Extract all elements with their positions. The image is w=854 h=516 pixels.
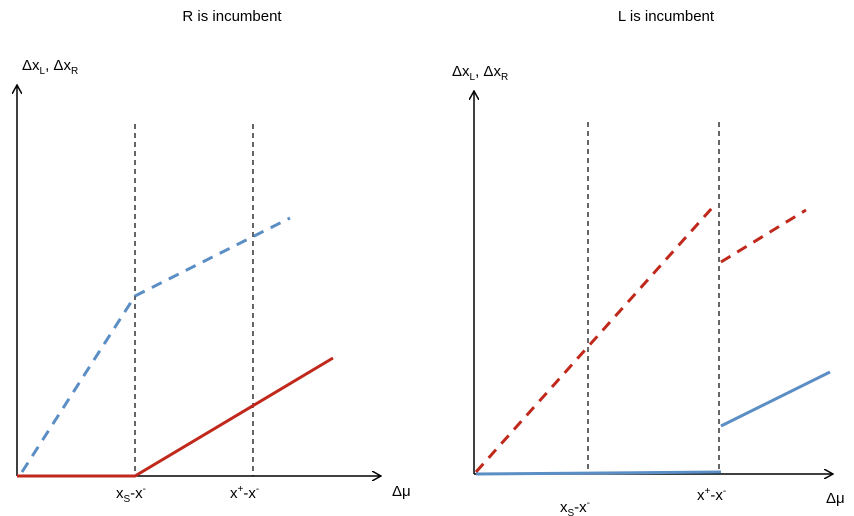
panel-right-title: L is incumbent: [618, 8, 715, 25]
panel-right-tick-xs: xS-x-: [560, 498, 590, 516]
panel-left-x-axis-label: Δμ: [392, 483, 411, 500]
panel-left-solid-red-line: [17, 356, 334, 478]
panel-right-x-axis-label: Δμ: [826, 490, 845, 507]
panel-right: L is incumbent ΔxL, ΔxR Δμ xS-x- x+-x-: [452, 8, 845, 516]
panel-left-y-axis-label: ΔxL, ΔxR: [22, 57, 78, 77]
panel-right-solid-blue-line-1: [475, 470, 722, 476]
panel-left-tick-xs: xS-x-: [116, 484, 146, 505]
panel-right-dashed-red-line-2: [720, 208, 807, 264]
panel-right-dashed-red-line-1: [474, 207, 714, 473]
panel-right-y-axis-label: ΔxL, ΔxR: [452, 63, 508, 83]
panel-right-tick-xplus: x+-x-: [697, 486, 726, 504]
panel-left: R is incumbent ΔxL, ΔxR Δμ xS-x- x+-x-: [17, 8, 411, 505]
panel-left-dashed-blue-line: [20, 216, 291, 473]
panel-right-solid-blue-line-2: [720, 370, 831, 428]
panel-left-title: R is incumbent: [182, 8, 282, 25]
panel-left-tick-xplus: x+-x-: [230, 484, 259, 502]
